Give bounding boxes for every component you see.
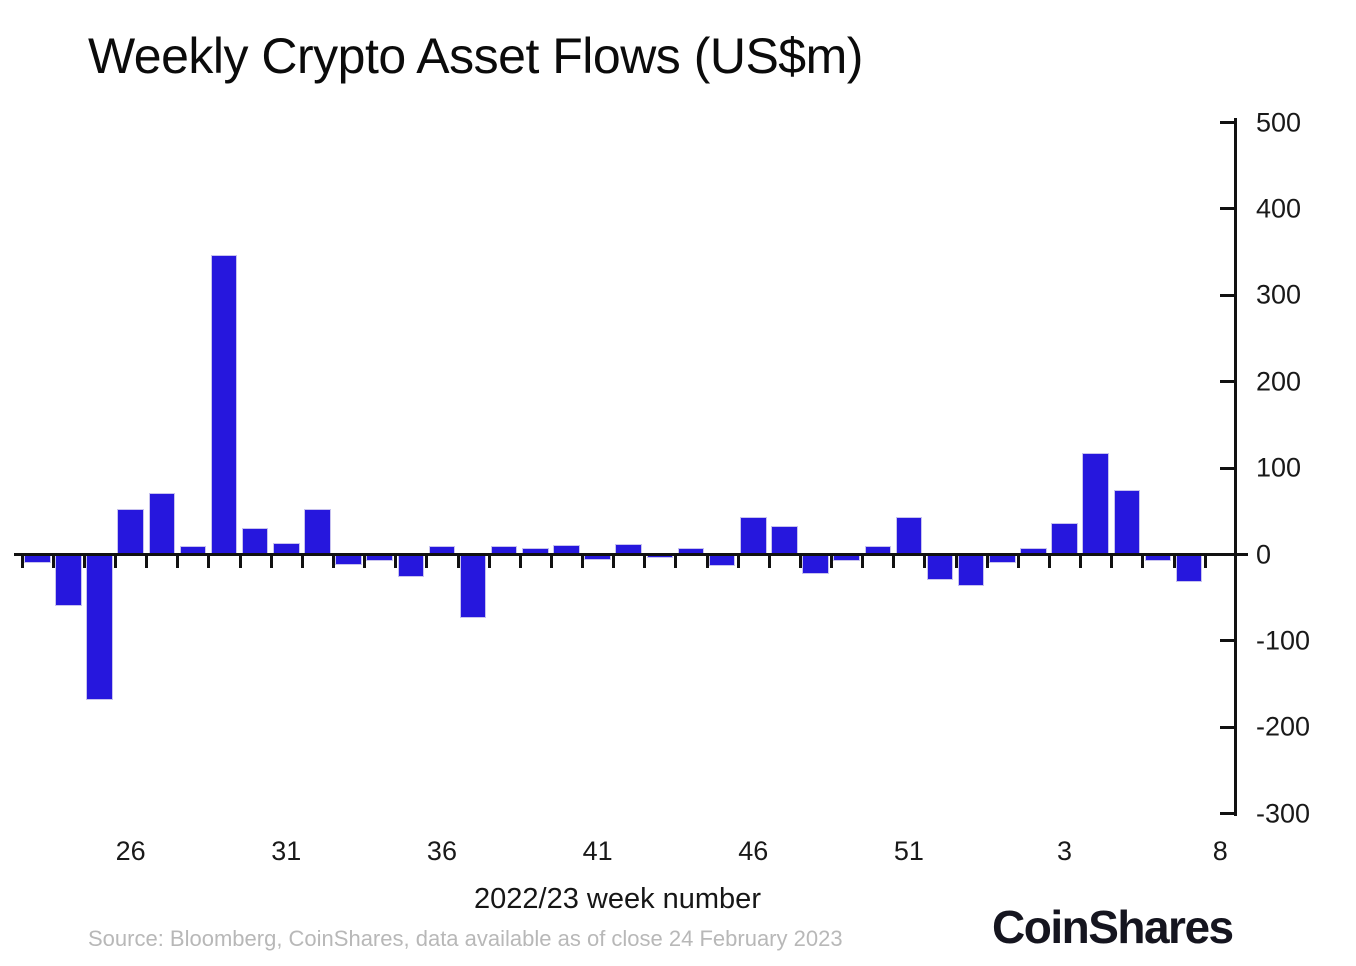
bar-week-30: [241, 527, 269, 555]
x-axis-tick: [1110, 556, 1114, 568]
y-axis-tick: [1220, 725, 1234, 729]
y-axis-tick: [1220, 293, 1234, 297]
x-axis-tick: [767, 556, 771, 568]
x-axis-tick: [674, 556, 678, 568]
bar-week-32: [304, 508, 331, 555]
x-axis-tick: [1141, 556, 1145, 568]
x-axis-tick: [269, 556, 273, 568]
bar-week-52: [926, 554, 954, 580]
bar-week-48: [802, 554, 829, 574]
y-tick-label-300: 300: [1256, 279, 1302, 310]
x-axis-tick: [332, 556, 335, 568]
bar-week-53: [957, 554, 985, 586]
x-axis-tick: [798, 556, 802, 568]
x-axis-tick: [114, 556, 118, 568]
x-tick-label-week-46: 46: [738, 836, 769, 866]
y-axis-line: [1234, 118, 1237, 816]
y-axis-tick: [1220, 553, 1234, 556]
bar-week-45: [708, 554, 736, 566]
bar-week-46: [739, 517, 767, 555]
x-tick-label-week-36: 36: [426, 836, 457, 866]
bar-week-4: [1082, 453, 1109, 555]
y-tick-label--200: -200: [1256, 711, 1311, 742]
bar-week-25: [86, 554, 113, 700]
x-axis-tick: [705, 556, 709, 568]
bar-week-3: [1051, 522, 1078, 555]
y-tick-label--100: -100: [1256, 625, 1311, 656]
x-axis-tick: [985, 556, 989, 568]
bar-week-27: [148, 493, 176, 555]
x-axis-tick: [549, 556, 553, 568]
y-axis-tick: [1220, 639, 1234, 643]
y-tick-label-100: 100: [1256, 452, 1302, 483]
bar-week-51: [895, 517, 923, 555]
x-axis-tick: [581, 556, 585, 568]
bar-week-37: [459, 554, 487, 618]
x-axis-line: [14, 553, 1248, 556]
x-axis-tick: [300, 556, 304, 568]
x-axis-tick: [954, 556, 958, 568]
x-axis-tick: [456, 556, 460, 568]
x-axis-tick: [643, 556, 647, 568]
y-axis-tick: [1220, 466, 1234, 470]
y-tick-label-500: 500: [1256, 107, 1302, 137]
x-axis-tick: [363, 556, 367, 568]
y-axis-tick: [1220, 812, 1234, 816]
y-axis-tick: [1220, 121, 1234, 124]
x-axis-tick: [487, 556, 491, 568]
chart-title: Weekly Crypto Asset Flows (US$m): [88, 28, 863, 84]
bar-week-5: [1113, 489, 1141, 555]
x-axis-tick: [612, 556, 616, 568]
x-axis-tick: [207, 556, 211, 568]
x-axis-tick: [425, 556, 429, 568]
y-tick-label-400: 400: [1256, 193, 1302, 224]
x-tick-label-week-8: 8: [1212, 836, 1228, 866]
x-axis-tick: [238, 556, 242, 568]
x-axis-tick: [20, 556, 24, 568]
bar-week-29: [210, 254, 238, 555]
x-axis-tick: [830, 556, 834, 568]
x-axis-tick: [1016, 556, 1020, 568]
x-axis-tick: [51, 556, 55, 568]
x-axis-tick: [923, 556, 927, 568]
x-axis-tick: [892, 556, 896, 568]
x-tick-label-week-51: 51: [893, 836, 924, 866]
x-tick-label-week-31: 31: [271, 836, 302, 866]
bar-week-24: [55, 554, 82, 607]
x-tick-label-week-41: 41: [582, 836, 613, 866]
y-tick-label-200: 200: [1256, 366, 1302, 397]
x-axis-tick: [1047, 556, 1051, 568]
bar-week-35: [397, 554, 425, 577]
x-axis-tick: [1079, 556, 1083, 568]
bar-week-33: [335, 554, 362, 565]
y-axis-tick: [1220, 207, 1234, 211]
y-tick-label-0: 0: [1256, 539, 1272, 569]
x-axis-tick: [518, 556, 522, 568]
bar-week-26: [117, 508, 144, 555]
y-axis-tick: [1220, 380, 1234, 384]
y-tick-label--300: -300: [1256, 798, 1311, 829]
x-axis-tick: [394, 556, 398, 568]
source-note: Source: Bloomberg, CoinShares, data avai…: [88, 926, 843, 951]
x-axis-tick: [736, 556, 740, 568]
x-axis-tick: [145, 556, 149, 568]
x-tick-label-week-26: 26: [115, 836, 146, 866]
x-axis-tick: [82, 556, 86, 568]
x-axis-tick: [1203, 556, 1207, 568]
x-axis-tick: [861, 556, 865, 568]
x-axis-tick: [1172, 556, 1176, 568]
bar-week-47: [771, 525, 798, 555]
x-tick-label-week-3: 3: [1057, 836, 1073, 866]
x-axis-tick: [176, 556, 180, 568]
x-axis-title: 2022/23 week number: [474, 883, 761, 915]
bar-week-7: [1175, 554, 1203, 583]
coinshares-logo: CoinShares: [992, 901, 1234, 953]
